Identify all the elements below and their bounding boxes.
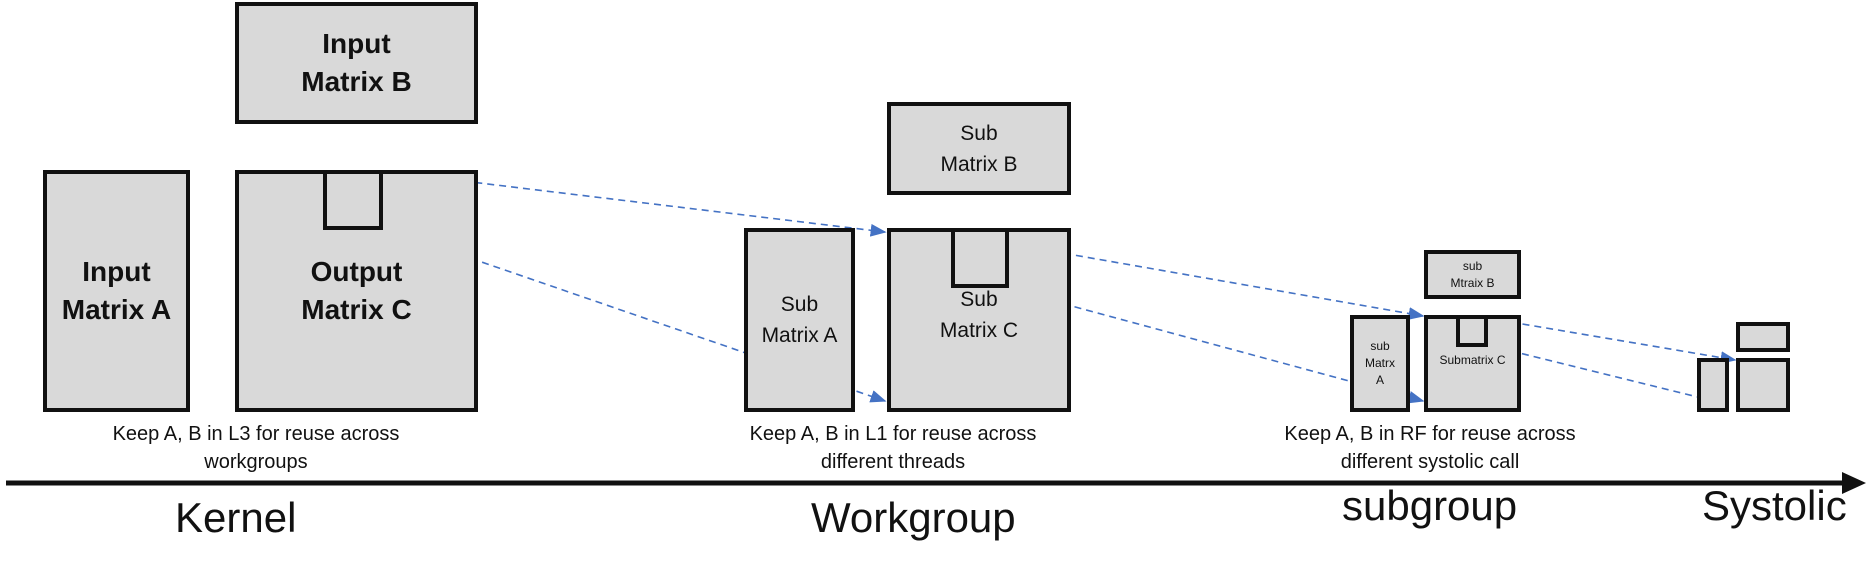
kernel-output-matrix-c-label: Output Matrix C [301, 256, 412, 325]
systolic-matrix-b [1736, 322, 1790, 352]
subgroup-sub-matrix-a-label: sub Matrx A [1365, 339, 1395, 387]
workgroup-sub-matrix-c: Sub Matrix C [887, 228, 1071, 412]
systolic-level-label: Systolic [1702, 482, 1847, 529]
mapping-arrow-workgroup-top [1004, 242, 1425, 320]
kernel-input-matrix-a-label: Input Matrix A [61, 256, 172, 325]
subgroup-sub-matrix-c-label: Submatrix C [1439, 353, 1506, 367]
workgroup-sub-matrix-c-label: Sub Matrix C [939, 288, 1019, 342]
workgroup-caption: Keep A, B in L1 for reuse across differe… [749, 423, 1037, 473]
subgroup-sub-matrix-tile [1456, 315, 1488, 347]
subgroup-level-label: subgroup [1342, 482, 1518, 529]
subgroup-sub-matrix-b-label: sub Mtraix B [1450, 258, 1495, 290]
workgroup-level-label: Workgroup [811, 494, 1016, 541]
subgroup-sub-matrix-a: sub Matrx A [1350, 315, 1410, 412]
kernel-output-matrix-c: Output Matrix C [235, 170, 478, 412]
kernel-input-matrix-b: Input Matrix B [235, 2, 478, 124]
kernel-input-matrix-a: Input Matrix A [43, 170, 190, 412]
subgroup-sub-matrix-b: sub Mtraix B [1424, 250, 1521, 299]
workgroup-sub-matrix-b: Sub Matrix B [887, 102, 1071, 195]
mapping-arrow-subgroup-bottom [1486, 344, 1728, 407]
subgroup-caption: Keep A, B in RF for reuse across differe… [1284, 423, 1576, 473]
workgroup-sub-matrix-a-label: Sub Matrix A [761, 293, 838, 347]
kernel-caption: Keep A, B in L3 for reuse across workgro… [112, 423, 400, 473]
subgroup-sub-matrix-c: Submatrix C [1424, 315, 1521, 412]
kernel-output-tile [323, 170, 383, 230]
systolic-matrix-a [1697, 358, 1729, 412]
workgroup-sub-matrix-b-label: Sub Matrix B [940, 121, 1018, 176]
workgroup-sub-matrix-tile [951, 228, 1009, 288]
mapping-arrow-subgroup-top [1486, 317, 1737, 364]
level-axis-arrowhead [1842, 472, 1866, 494]
kernel-input-matrix-b-label: Input Matrix B [301, 28, 412, 97]
workgroup-sub-matrix-a: Sub Matrix A [744, 228, 855, 412]
kernel-level-label: Kernel [175, 494, 297, 541]
systolic-matrix-c [1736, 358, 1790, 412]
